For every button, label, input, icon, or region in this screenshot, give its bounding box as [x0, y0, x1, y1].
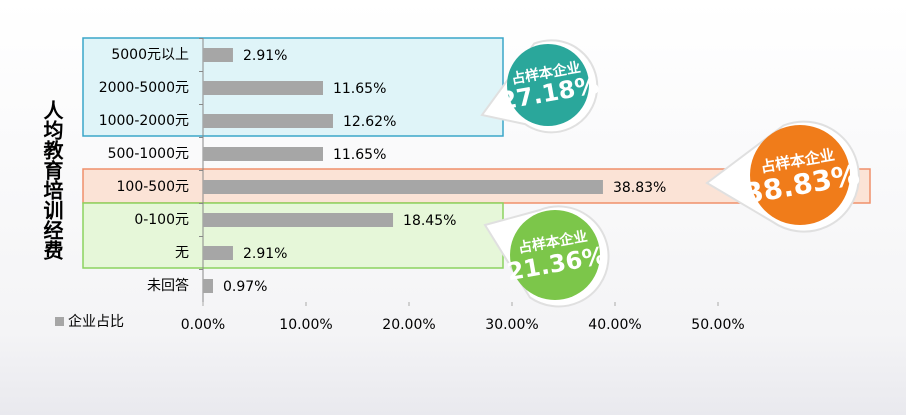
data-label: 11.65% [333, 81, 386, 97]
data-label: 0.97% [223, 279, 267, 295]
bar [203, 180, 603, 194]
y-tick-label: 5000元以上 [111, 47, 189, 63]
callout-circle [750, 125, 850, 225]
y-tick-label: 2000-5000元 [99, 80, 189, 96]
x-tick-label: 50.00% [691, 317, 744, 333]
data-label: 38.83% [613, 180, 666, 196]
y-axis-label: 人均教育培训经费 [40, 100, 64, 261]
y-tick-label: 1000-2000元 [99, 113, 189, 129]
data-label: 11.65% [333, 147, 386, 163]
y-tick-label: 100-500元 [117, 179, 190, 195]
callout-circle [510, 210, 600, 300]
bar [203, 213, 394, 227]
y-tick-label: 0-100元 [134, 212, 189, 228]
callout-circle [507, 44, 589, 126]
x-tick-label: 10.00% [279, 317, 332, 333]
bar [203, 279, 213, 293]
bar [203, 48, 233, 62]
x-tick-label: 0.00% [181, 317, 225, 333]
bar [203, 81, 323, 95]
data-label: 18.45% [403, 213, 456, 229]
data-label: 2.91% [243, 246, 287, 262]
bar [203, 246, 233, 260]
legend-swatch [55, 317, 64, 326]
data-label: 2.91% [243, 48, 287, 64]
x-tick-label: 30.00% [485, 317, 538, 333]
bar [203, 147, 323, 161]
bar [203, 114, 333, 128]
legend-label: 企业占比 [68, 313, 124, 330]
y-tick-label: 500-1000元 [108, 146, 189, 162]
x-tick-label: 20.00% [382, 317, 435, 333]
y-tick-label: 无 [175, 245, 189, 261]
data-label: 12.62% [343, 114, 396, 130]
y-tick-label: 未回答 [147, 277, 189, 294]
x-tick-label: 40.00% [588, 317, 641, 333]
